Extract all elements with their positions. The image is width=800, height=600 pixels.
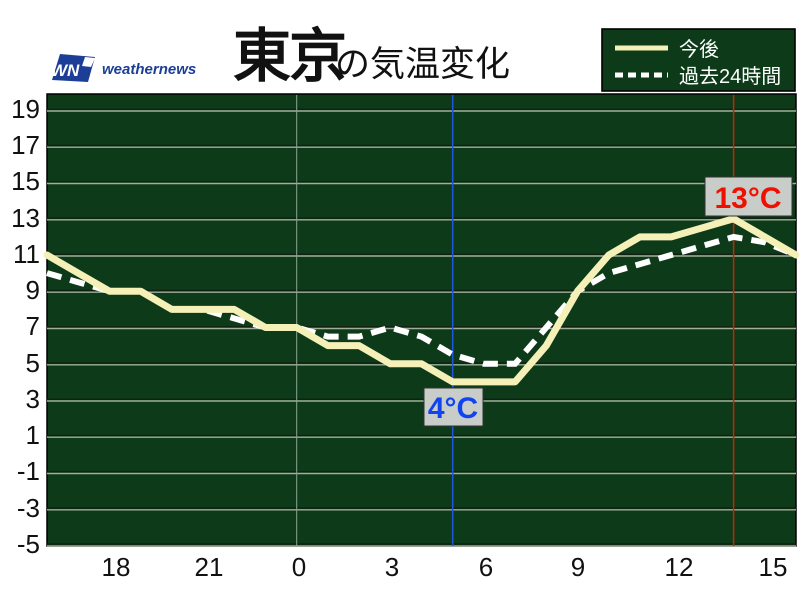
svg-text:東京: 東京 (233, 24, 345, 89)
svg-text:3: 3 (26, 384, 40, 414)
svg-text:7: 7 (26, 311, 40, 341)
svg-text:1: 1 (26, 420, 40, 450)
svg-text:-3: -3 (17, 493, 40, 523)
svg-text:19: 19 (11, 94, 40, 124)
svg-text:過去24時間: 過去24時間 (679, 65, 781, 88)
svg-text:11: 11 (13, 239, 40, 269)
svg-text:5: 5 (26, 348, 40, 378)
svg-text:weathernews: weathernews (102, 61, 196, 78)
svg-text:13: 13 (11, 203, 40, 233)
svg-text:の気温変化: の気温変化 (335, 45, 510, 84)
svg-text:WN: WN (51, 61, 80, 80)
svg-text:9: 9 (26, 275, 40, 305)
svg-text:18: 18 (102, 552, 131, 582)
svg-text:-1: -1 (17, 456, 40, 486)
svg-text:15: 15 (11, 166, 40, 196)
svg-text:12: 12 (665, 552, 694, 582)
svg-text:3: 3 (385, 552, 399, 582)
svg-text:4°C: 4°C (428, 392, 478, 425)
svg-text:13°C: 13°C (714, 182, 781, 215)
svg-text:-5: -5 (17, 529, 40, 559)
svg-text:21: 21 (195, 552, 224, 582)
svg-text:今後: 今後 (679, 38, 719, 61)
svg-text:0: 0 (292, 552, 306, 582)
svg-text:17: 17 (11, 130, 40, 160)
svg-text:9: 9 (571, 552, 585, 582)
svg-text:15: 15 (759, 552, 788, 582)
svg-text:6: 6 (479, 552, 493, 582)
